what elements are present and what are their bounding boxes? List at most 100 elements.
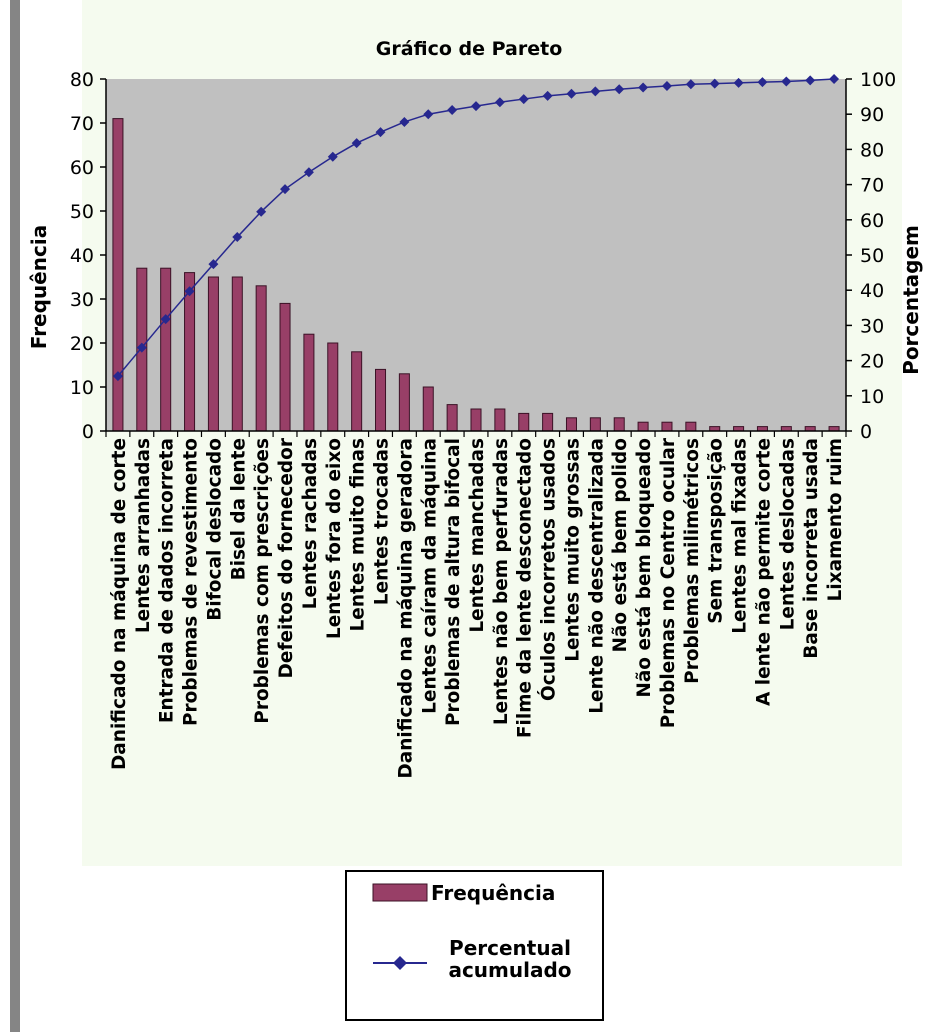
bar <box>255 285 267 432</box>
x-tick-label: Lixamento ruim <box>825 438 846 601</box>
cumulative-point <box>184 286 195 297</box>
x-tick-label: Problemas milimétricos <box>682 438 703 684</box>
cumulative-point <box>208 259 219 270</box>
x-tick-label: Bifocal deslocado <box>204 438 225 621</box>
x-tick-label: Problemas no Centro ocular <box>658 437 679 728</box>
legend: Frequência Percentual acumulado <box>345 870 604 1021</box>
cumulative-point <box>566 88 577 99</box>
axes-group: 0 10 20 30 40 50 60 70 80 0 10 20 30 40 50 60 70 80 90 100 <box>70 69 896 443</box>
bar <box>542 412 554 432</box>
bar <box>207 276 219 432</box>
bar <box>661 421 673 432</box>
cumulative-point <box>280 184 291 195</box>
y-tick-label: 10 <box>70 377 94 399</box>
bar <box>446 404 458 432</box>
bar <box>613 417 625 432</box>
secondary-y-tick-label: 90 <box>860 104 884 126</box>
secondary-y-tick-label: 40 <box>860 280 884 302</box>
bar <box>494 408 506 432</box>
y-tick-label: 0 <box>82 421 94 443</box>
y-tick-label: 30 <box>70 289 94 311</box>
bar <box>112 118 124 432</box>
cumulative-point <box>614 84 625 95</box>
x-tick-label: Entrada de dados incorreta <box>157 438 178 723</box>
secondary-y-tick-label: 30 <box>860 315 884 337</box>
x-tick-label: Base incorreta usada <box>801 438 822 659</box>
secondary-y-tick-label: 70 <box>860 175 884 197</box>
y-tick-label: 60 <box>70 157 94 179</box>
secondary-y-axis-title: Porcentagem <box>899 225 923 375</box>
x-tick-label: Lentes arranhadas <box>133 438 154 633</box>
cumulative-point <box>303 167 314 178</box>
x-tick-label: A lente não permite corte <box>753 438 774 706</box>
cumulative-point <box>136 342 147 353</box>
y-tick-label: 70 <box>70 113 94 135</box>
secondary-y-tick-label: 50 <box>860 245 884 267</box>
cumulative-point <box>661 81 672 92</box>
y-axis-title: Frequência <box>27 225 51 349</box>
cumulative-point <box>733 77 744 88</box>
x-tick-label: Lentes muito finas <box>348 438 369 632</box>
x-tick-label: Lentes manchadas <box>467 438 488 633</box>
cumulative-point <box>399 116 410 127</box>
plot-area <box>106 79 846 431</box>
cumulative-point <box>256 206 267 217</box>
legend-line-label-2: acumulado <box>448 958 571 982</box>
secondary-y-tick-label: 0 <box>860 421 872 443</box>
y-tick-label: 80 <box>70 69 94 91</box>
secondary-y-tick-label: 20 <box>860 351 884 373</box>
legend-bar-label: Frequência <box>431 881 555 905</box>
cumulative-point <box>494 97 505 108</box>
cumulative-point <box>447 104 458 115</box>
x-tick-label: Defeitos do fornecedor <box>276 437 297 678</box>
cumulative-point <box>375 127 386 138</box>
cumulative-point <box>518 94 529 105</box>
cumulative-point <box>160 314 171 325</box>
cumulative-point <box>232 232 243 243</box>
cumulative-point <box>423 109 434 120</box>
x-tick-label: Problemas de altura bifocal <box>443 438 464 726</box>
bar <box>589 417 601 432</box>
x-tick-label: Problemas com prescrições <box>252 438 273 724</box>
x-tick-label: Lentes trocadas <box>372 438 393 605</box>
bar <box>398 373 410 432</box>
cumulative-point <box>471 101 481 112</box>
x-tick-label: Filme da lente desconectado <box>515 438 536 738</box>
x-tick-label: Lentes rachadas <box>300 438 321 609</box>
x-tick-label: Lentes deslocadas <box>777 438 798 630</box>
bar <box>565 417 577 432</box>
x-tick-label: Danificado na máquina de corte <box>109 438 130 770</box>
legend-bar-swatch <box>372 883 428 902</box>
cumulative-point <box>709 78 720 89</box>
cumulative-point <box>685 79 696 90</box>
cumulative-point <box>829 74 840 84</box>
x-tick-label: Lentes muito grossas <box>562 438 583 662</box>
cumulative-point <box>327 151 338 162</box>
cumulative-line-group <box>112 74 840 382</box>
y-tick-label: 40 <box>70 245 94 267</box>
secondary-y-tick-label: 10 <box>860 386 884 408</box>
legend-line-label-1: Percentual <box>449 936 571 960</box>
x-tick-label: Lentes não bem perfuradas <box>491 438 512 725</box>
secondary-y-tick-label: 60 <box>860 210 884 232</box>
left-edge-bar <box>10 0 20 1032</box>
y-tick-label: 20 <box>70 333 94 355</box>
chart-title: Gráfico de Pareto <box>376 38 563 60</box>
bar <box>303 333 315 432</box>
x-tick-label: Sem transposição <box>706 438 727 624</box>
x-tick-label: Lentes caíram da máquina <box>419 438 440 714</box>
x-tick-label: Lentes mal fixadas <box>730 438 751 634</box>
bar <box>422 386 434 432</box>
bar <box>685 421 697 432</box>
bar <box>470 408 482 432</box>
bar <box>637 421 649 432</box>
legend-line-marker <box>393 956 407 970</box>
x-tick-label: Não está bem bloqueado <box>634 438 655 698</box>
cumulative-point <box>757 77 768 88</box>
cumulative-point <box>590 86 601 97</box>
x-tick-label: Óculos incorretos usados <box>538 438 560 701</box>
bar <box>160 267 172 432</box>
bar <box>327 342 339 432</box>
secondary-y-tick-label: 80 <box>860 139 884 161</box>
